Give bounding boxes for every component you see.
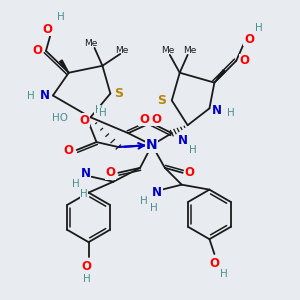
- Text: N: N: [146, 138, 158, 152]
- Polygon shape: [214, 70, 225, 83]
- Text: S: S: [158, 94, 166, 107]
- Text: H: H: [99, 108, 106, 118]
- Text: H: H: [150, 203, 158, 214]
- Text: HO: HO: [52, 113, 68, 123]
- Text: H: H: [94, 105, 102, 116]
- Text: S: S: [114, 87, 123, 100]
- Text: Me: Me: [116, 46, 129, 56]
- Text: O: O: [64, 143, 74, 157]
- Text: Me: Me: [183, 46, 196, 56]
- Polygon shape: [60, 60, 69, 73]
- Text: Me: Me: [84, 40, 97, 49]
- Text: N: N: [81, 167, 91, 180]
- Text: O: O: [209, 257, 219, 270]
- Text: H: H: [72, 179, 80, 189]
- Text: N: N: [178, 134, 188, 147]
- Text: O: O: [151, 113, 161, 126]
- Text: H: H: [227, 108, 235, 118]
- Text: N: N: [212, 104, 222, 117]
- Text: N: N: [152, 186, 162, 199]
- Text: O: O: [139, 113, 149, 126]
- Text: H: H: [57, 12, 65, 22]
- Text: H: H: [255, 23, 263, 33]
- Text: H: H: [27, 91, 35, 100]
- Text: O: O: [105, 166, 116, 179]
- Text: H: H: [83, 274, 91, 284]
- Text: H: H: [189, 145, 196, 155]
- Text: O: O: [244, 32, 254, 46]
- Text: H: H: [220, 269, 228, 279]
- Text: O: O: [239, 54, 249, 67]
- Text: Me: Me: [161, 46, 175, 56]
- Text: O: O: [42, 22, 52, 36]
- Text: H: H: [176, 136, 184, 146]
- Text: O: O: [80, 114, 90, 127]
- Text: H: H: [80, 189, 88, 199]
- Text: O: O: [82, 260, 92, 273]
- Text: H: H: [140, 196, 148, 206]
- Text: N: N: [40, 89, 50, 102]
- Text: O: O: [32, 44, 42, 57]
- Text: O: O: [184, 166, 195, 179]
